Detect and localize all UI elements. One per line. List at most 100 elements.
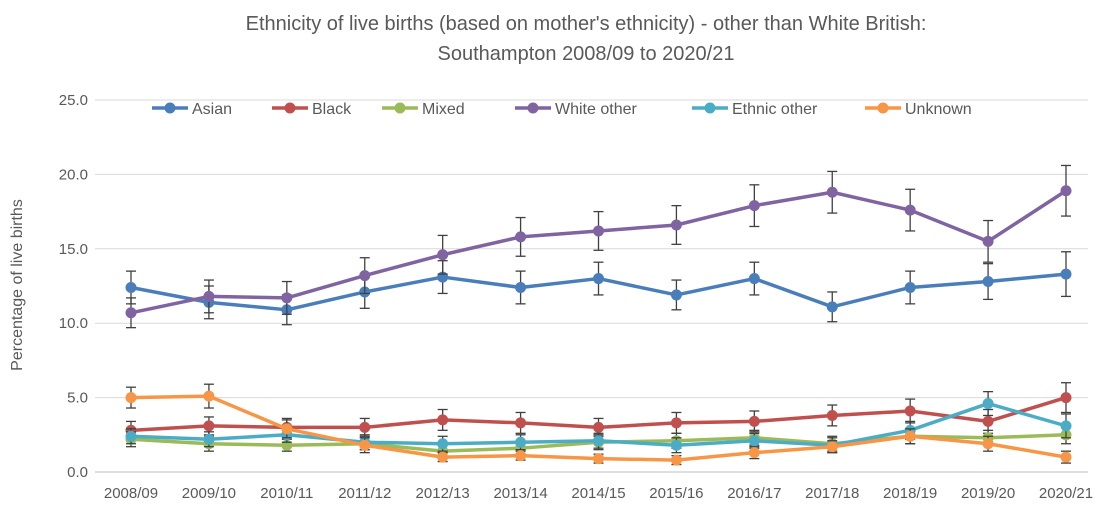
grid-lines: [95, 99, 1088, 473]
data-point: [203, 420, 215, 432]
data-point: [125, 281, 137, 293]
x-tick-label: 2010/11: [260, 485, 313, 502]
data-point: [748, 273, 760, 285]
x-tick-label: 2012/13: [416, 485, 470, 502]
data-point: [982, 276, 994, 288]
data-point: [203, 290, 215, 302]
data-point: [125, 392, 137, 404]
data-point: [515, 281, 527, 293]
data-point: [437, 414, 449, 426]
data-point: [826, 409, 838, 421]
x-tick-label: 2009/10: [182, 485, 236, 502]
series-unknown: [125, 383, 1072, 466]
data-point: [826, 441, 838, 453]
y-tick-label: 25.0: [59, 92, 88, 109]
data-point: [437, 249, 449, 261]
data-point: [748, 200, 760, 212]
data-point: [748, 415, 760, 427]
legend-item: Mixed: [382, 101, 465, 118]
legend-label: Unknown: [905, 101, 972, 118]
x-tick-label: 2013/14: [493, 485, 547, 502]
series-asian: [125, 251, 1072, 326]
y-axis-label: Percentage of live births: [9, 199, 26, 371]
data-point: [982, 235, 994, 247]
data-point: [982, 398, 994, 410]
y-axis-ticks: 0.0 5.0 10.0 15.0 20.0 25.0: [59, 92, 88, 481]
data-point: [826, 186, 838, 198]
data-point: [982, 415, 994, 427]
series-group: [125, 164, 1072, 466]
legend: Asian Black Mixed White other Ethnic other Un…: [152, 101, 972, 118]
data-point: [281, 292, 293, 304]
data-point: [515, 436, 527, 448]
legend-label: Ethnic other: [732, 101, 818, 118]
x-tick-label: 2017/18: [805, 485, 859, 502]
legend-label: Asian: [192, 101, 232, 118]
data-point: [1060, 392, 1072, 404]
data-point: [515, 450, 527, 462]
x-tick-label: 2011/12: [338, 485, 391, 502]
data-point: [904, 430, 916, 442]
x-tick-label: 2020/21: [1039, 485, 1093, 502]
data-point: [515, 231, 527, 243]
legend-swatch-marker: [164, 102, 176, 114]
data-point: [437, 438, 449, 450]
legend-label: Mixed: [422, 101, 465, 118]
x-tick-label: 2015/16: [649, 485, 703, 502]
chart-title-line-2: Southampton 2008/09 to 2020/21: [438, 43, 735, 65]
data-point: [1060, 451, 1072, 463]
y-tick-label: 15.0: [59, 241, 88, 258]
data-point: [593, 421, 604, 433]
data-point: [1060, 185, 1072, 197]
data-point: [281, 423, 293, 435]
data-point: [593, 453, 604, 465]
data-point: [670, 289, 682, 301]
legend-label: Black: [312, 101, 352, 118]
data-point: [593, 273, 604, 285]
data-point: [203, 433, 215, 445]
x-tick-label: 2008/09: [104, 485, 158, 502]
data-point: [203, 390, 215, 402]
legend-item: Asian: [152, 101, 232, 118]
legend-swatch-marker: [527, 102, 539, 114]
data-point: [670, 439, 682, 451]
data-point: [904, 204, 916, 216]
data-point: [593, 435, 604, 447]
data-point: [437, 451, 449, 463]
x-tick-label: 2016/17: [727, 485, 781, 502]
y-tick-label: 0.0: [67, 464, 88, 481]
legend-swatch-marker: [877, 102, 889, 114]
legend-swatch-marker: [284, 102, 296, 114]
y-tick-label: 10.0: [59, 315, 88, 332]
x-tick-label: 2019/20: [961, 485, 1015, 502]
data-point: [670, 454, 682, 466]
data-point: [904, 281, 916, 293]
data-point: [359, 439, 371, 451]
data-point: [515, 417, 527, 429]
legend-item: Unknown: [865, 101, 972, 118]
data-point: [1060, 420, 1072, 432]
y-tick-label: 5.0: [67, 390, 88, 407]
data-point: [904, 405, 916, 417]
data-point: [670, 219, 682, 231]
series-white-other: [125, 164, 1072, 329]
data-point: [1060, 268, 1072, 280]
x-axis-ticks: 2008/09 2009/10 2010/11 2011/12 2012/13 2013/…: [104, 485, 1093, 502]
legend-item: Black: [272, 101, 352, 118]
legend-swatch-marker: [394, 102, 406, 114]
data-point: [748, 447, 760, 459]
data-point: [125, 430, 137, 442]
x-tick-label: 2018/19: [883, 485, 937, 502]
data-point: [982, 438, 994, 450]
chart-title-line-1: Ethnicity of live births (based on mothe…: [246, 13, 927, 35]
data-point: [748, 435, 760, 447]
series-black: [125, 382, 1072, 440]
data-point: [826, 301, 838, 313]
legend-label: White other: [555, 101, 637, 118]
legend-swatch-marker: [704, 102, 716, 114]
legend-item: White other: [515, 101, 637, 118]
legend-item: Ethnic other: [692, 101, 818, 118]
data-point: [593, 225, 604, 237]
data-point: [359, 270, 371, 282]
